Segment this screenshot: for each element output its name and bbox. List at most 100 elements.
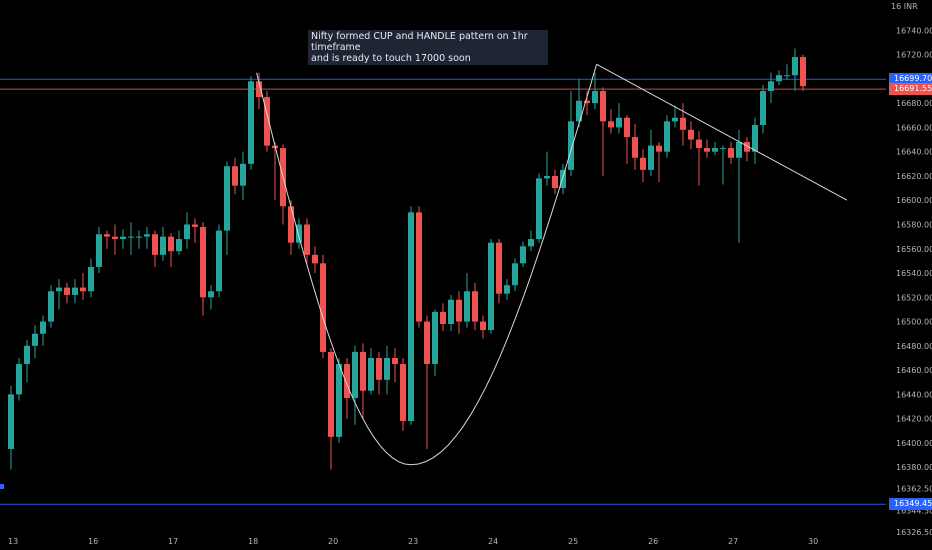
candle[interactable] [616,103,622,134]
candle[interactable] [392,348,398,383]
candle[interactable] [208,285,214,310]
candle[interactable] [472,282,478,331]
candle[interactable] [64,282,70,304]
candle[interactable] [96,226,102,274]
candle[interactable] [168,232,174,267]
candle[interactable] [544,151,550,186]
candle[interactable] [376,351,382,395]
candle[interactable] [80,273,86,300]
candle[interactable] [368,348,374,395]
candle[interactable] [520,241,526,267]
candle[interactable] [224,161,230,255]
candle[interactable] [456,291,462,334]
candle[interactable] [408,206,414,425]
candle[interactable] [496,239,502,304]
candle[interactable] [552,169,558,195]
candle[interactable] [608,109,614,134]
candle[interactable] [752,117,758,164]
candle[interactable] [600,87,606,176]
candle[interactable] [248,76,254,170]
candle[interactable] [792,48,798,92]
candle[interactable] [560,163,566,195]
candle[interactable] [640,149,646,183]
candle[interactable] [152,230,158,267]
candle[interactable] [760,84,766,134]
candle[interactable] [240,151,246,201]
candle[interactable] [344,357,350,419]
candle[interactable] [784,64,790,81]
candle[interactable] [288,200,294,255]
candle[interactable] [32,325,38,358]
candle[interactable] [744,137,750,162]
annotation-note[interactable]: Nifty formed CUP and HANDLE pattern on 1… [308,30,548,65]
candle[interactable] [40,315,46,346]
candle[interactable] [8,385,14,470]
candle[interactable] [352,345,358,425]
candle[interactable] [800,54,806,92]
candle[interactable] [16,357,22,401]
candle[interactable] [712,141,718,156]
candle[interactable] [736,129,742,243]
candle[interactable] [672,105,678,128]
candle[interactable] [632,123,638,170]
candle[interactable] [272,141,278,201]
candle[interactable] [576,78,582,128]
candle[interactable] [328,348,334,470]
candle[interactable] [184,212,190,249]
candle[interactable] [424,315,430,449]
candle[interactable] [192,218,198,243]
candle[interactable] [664,115,670,158]
candle[interactable] [416,206,422,328]
handle-trendline-drawing[interactable] [596,63,848,201]
candle[interactable] [768,72,774,104]
candle[interactable] [112,224,118,255]
candle[interactable] [696,131,702,186]
candle[interactable] [568,91,574,176]
candle[interactable] [400,357,406,431]
candle[interactable] [432,309,438,377]
candle[interactable] [704,139,710,158]
candle[interactable] [320,254,326,358]
candle[interactable] [256,72,262,110]
candle[interactable] [160,226,166,261]
candle[interactable] [120,229,126,249]
candle[interactable] [200,222,206,316]
candle[interactable] [232,157,238,195]
candle[interactable] [216,224,222,298]
candle[interactable] [312,246,318,274]
candle[interactable] [440,303,446,332]
candle[interactable] [488,239,494,334]
cup-curve-drawing[interactable] [256,64,598,466]
candle[interactable] [176,230,182,255]
candle[interactable] [688,121,694,150]
candle[interactable] [336,357,342,443]
candle[interactable] [776,70,782,85]
candle[interactable] [536,173,542,243]
candle[interactable] [504,279,510,300]
candle[interactable] [104,230,110,249]
candle[interactable] [480,315,486,339]
candle[interactable] [56,279,62,310]
candle[interactable] [648,129,654,176]
candle[interactable] [136,230,142,249]
candle[interactable] [304,218,310,264]
candle[interactable] [296,218,302,249]
candle[interactable] [448,294,454,332]
candle[interactable] [24,339,30,383]
candle[interactable] [656,141,662,183]
candle[interactable] [144,226,150,249]
candle[interactable] [584,91,590,116]
candle[interactable] [680,103,686,146]
candle[interactable] [720,145,726,185]
candle[interactable] [264,91,270,152]
candle[interactable] [360,343,366,419]
candle[interactable] [88,258,94,298]
candle[interactable] [528,230,534,252]
candle[interactable] [464,273,470,328]
candle[interactable] [592,72,598,110]
candle[interactable] [128,222,134,255]
candle[interactable] [728,141,734,164]
candle[interactable] [48,285,54,328]
candle[interactable] [384,345,390,395]
